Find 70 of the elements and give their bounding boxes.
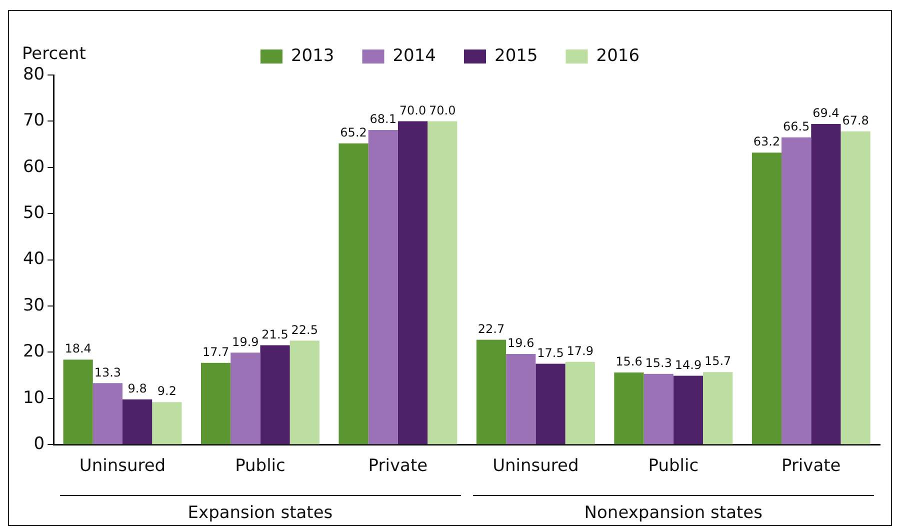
x-tick-label: Private [781,456,841,476]
legend-label: 2015 [494,46,538,66]
x-tick-label: Uninsured [492,456,579,476]
x-tick-label: Uninsured [79,456,166,476]
data-label: 66.5 [782,119,810,134]
y-tick-label: 40 [22,249,45,270]
bar [201,362,231,444]
bar [614,372,644,444]
y-tick-label: 0 [34,434,45,454]
bar [703,372,733,444]
x-tick-label: Public [648,456,699,476]
legend-label: 2016 [596,46,640,66]
data-label: 15.3 [645,356,672,370]
data-label: 14.9 [674,358,702,372]
x-tick-label: Public [235,456,286,476]
y-tick-label: 10 [22,388,45,408]
data-label: 70.0 [399,103,426,118]
bar [476,340,506,444]
bar [92,383,122,444]
data-label: 17.7 [202,344,230,359]
data-label: 68.1 [370,112,397,126]
data-label: 63.2 [753,134,780,149]
bar [122,399,152,444]
legend-label: 2013 [290,46,334,66]
bar [63,360,93,444]
data-label: 22.7 [478,322,505,336]
y-tick-label: 70 [22,110,45,131]
bar [506,354,536,444]
data-label: 70.0 [429,103,456,118]
bar [230,352,260,444]
data-label: 19.9 [232,334,259,349]
bar [752,152,782,444]
bar [840,131,870,444]
bar [290,340,320,444]
data-label: 19.6 [508,336,534,350]
y-axis-title: Percent [22,44,86,64]
data-label: 18.4 [64,342,92,356]
y-tick-label: 30 [22,295,45,316]
data-label: 13.3 [94,365,122,380]
data-label: 17.9 [566,344,594,358]
x-tick-label: Private [368,456,428,476]
y-tick-label: 60 [22,156,45,177]
bar [398,121,428,444]
data-label: 69.4 [812,106,840,120]
bar [428,121,458,444]
bar [338,143,368,444]
y-tick-label: 80 [22,64,45,84]
bar [673,376,704,444]
bar [368,130,398,444]
data-label: 22.5 [291,322,318,337]
bar [260,345,290,444]
legend-label: 2014 [392,46,436,66]
bar [152,402,182,444]
y-tick-label: 50 [22,203,45,224]
data-label: 17.5 [537,346,564,360]
bar [782,137,812,444]
bar [565,362,595,444]
text: Expansion states [186,503,334,523]
y-tick-label: 20 [22,342,45,362]
data-label: 67.8 [842,113,869,128]
text: Nonexpansion states [583,503,764,523]
bar [536,364,566,444]
data-label: 15.7 [704,354,732,368]
data-label: 9.8 [128,381,147,396]
bar [644,374,674,444]
data-label: 9.2 [157,384,176,398]
data-label: 65.2 [340,126,367,140]
data-label: 21.5 [262,327,288,342]
data-label: 15.6 [616,354,642,369]
bar [811,124,841,444]
